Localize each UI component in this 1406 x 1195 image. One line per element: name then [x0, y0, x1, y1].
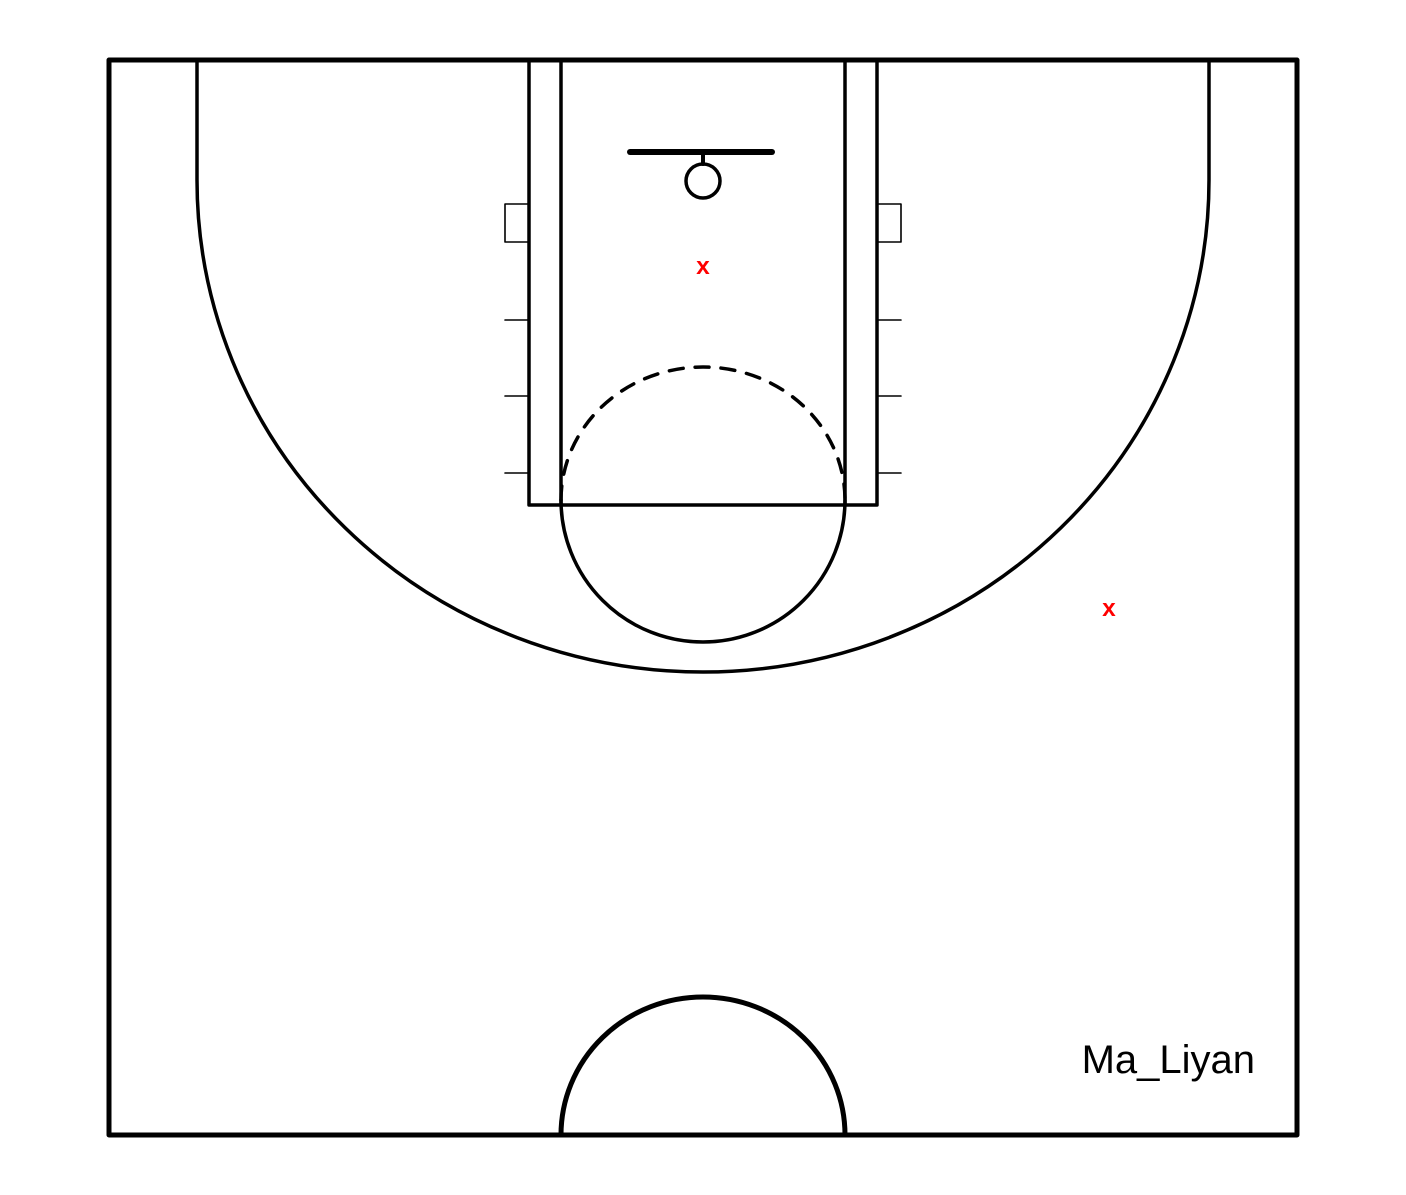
shot-marker: x	[1102, 597, 1116, 624]
shot-marker: x	[696, 255, 710, 282]
lane-block-left	[504, 203, 530, 243]
rim	[684, 162, 722, 200]
outer-lane	[527, 58, 879, 507]
free-throw-circle-dashed	[559, 365, 847, 502]
free-throw-circle-solid	[559, 498, 847, 644]
inner-lane	[559, 58, 847, 507]
player-name-label: Ma_Liyan	[1082, 1038, 1255, 1082]
court-boundary	[106, 57, 1300, 1138]
lane-hash-marks	[504, 319, 902, 474]
center-circle-half	[558, 994, 848, 1138]
three-point-line	[195, 58, 1211, 674]
lane-block-right	[876, 203, 902, 243]
